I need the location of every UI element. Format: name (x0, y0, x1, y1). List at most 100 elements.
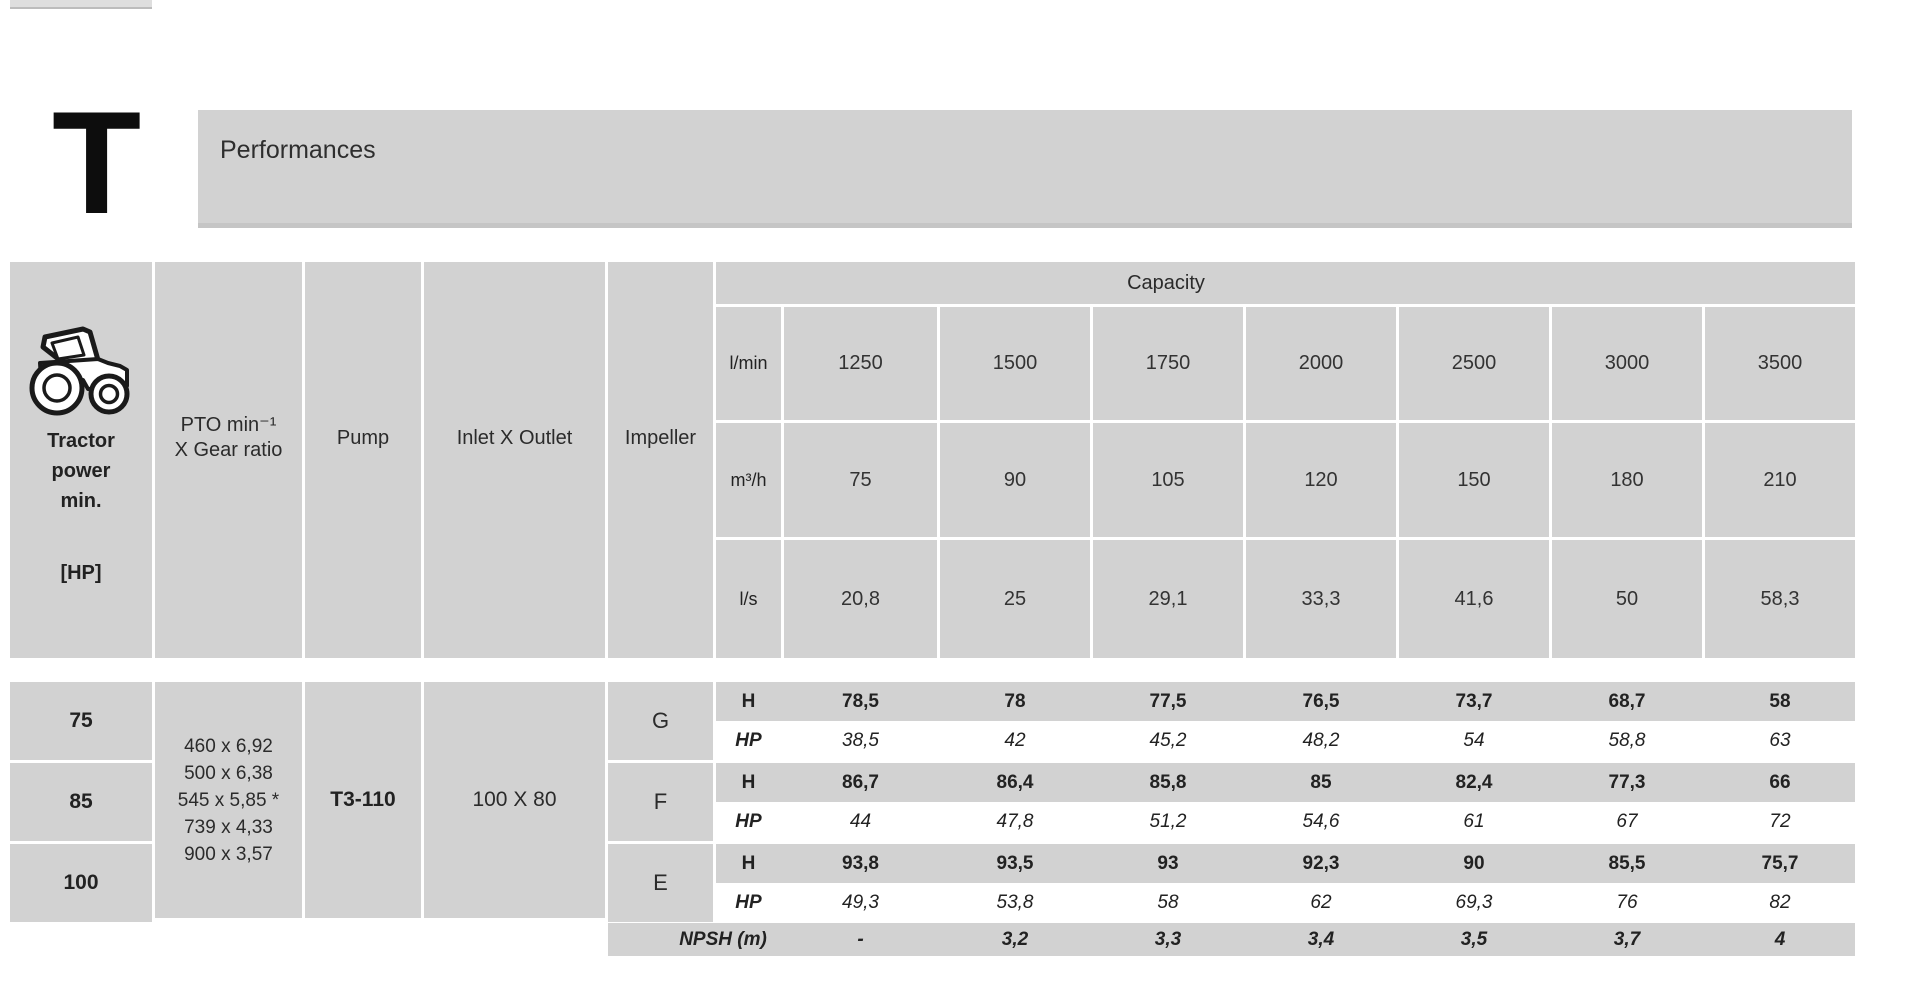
head-value-cell: 93,8 (842, 852, 879, 874)
head-row-band (716, 844, 1855, 883)
head-value-cell: 93,5 (996, 852, 1034, 874)
tractor-header-line: power (51, 460, 111, 482)
pto-ratio-line: 545 x 5,85 * (177, 789, 280, 811)
head-value-cell: 68,7 (1608, 690, 1646, 712)
head-value-cell: 92,3 (1302, 852, 1340, 874)
hp-value-cell: 47,8 (996, 810, 1034, 832)
head-value-cell: 58 (1769, 690, 1791, 712)
pto-header-line: X Gear ratio (174, 439, 283, 461)
capacity-value-cell: 180 (1552, 423, 1702, 537)
impeller-label-cell: F (608, 763, 713, 841)
capacity-value-cell: 50 (1552, 540, 1702, 658)
head-value-cell: 78 (1004, 690, 1026, 712)
tractor-power-header-cell: Tractor power min. [HP] (10, 262, 152, 658)
tractor-power-value-cell: 75 (10, 682, 152, 760)
hp-value-cell: 58,8 (1608, 729, 1646, 751)
pump-header-cell: Pump (305, 262, 421, 658)
head-row-label: H (741, 690, 756, 712)
capacity-value-cell: 2000 (1246, 307, 1396, 420)
npsh-value-cell: 3,3 (1154, 928, 1182, 950)
npsh-value-cell: 3,2 (1001, 928, 1029, 950)
impeller-header-label: Impeller (624, 426, 697, 449)
hp-value-cell: 45,2 (1149, 729, 1187, 751)
capacity-value-cell: 150 (1399, 423, 1549, 537)
capacity-value-cell: 105 (1093, 423, 1243, 537)
head-row-band (716, 682, 1855, 721)
hp-value-cell: 44 (849, 810, 872, 832)
hp-value-cell: 82 (1769, 891, 1791, 913)
inlet-outlet-value-cell: 100 X 80 (424, 682, 605, 918)
head-row-label: H (741, 771, 756, 793)
hp-value-cell: 58 (1157, 891, 1179, 913)
head-value-cell: 85 (1310, 771, 1332, 793)
hp-row-label: HP (735, 729, 762, 751)
head-value-cell: 86,4 (996, 771, 1034, 793)
hp-value-cell: 51,2 (1149, 810, 1187, 832)
capacity-value-cell: 1250 (784, 307, 937, 420)
hp-value-cell: 76 (1616, 891, 1638, 913)
hp-value-cell: 38,5 (842, 729, 879, 751)
inlet-outlet-header-label: Inlet X Outlet (456, 426, 573, 449)
capacity-value-cell: 29,1 (1093, 540, 1243, 658)
tractor-power-value-cell: 100 (10, 844, 152, 922)
capacity-value-cell: 3000 (1552, 307, 1702, 420)
hp-value-cell: 54,6 (1302, 810, 1340, 832)
hp-row-label: HP (735, 810, 762, 832)
head-value-cell: 77,3 (1608, 771, 1646, 793)
capacity-value-cell: 120 (1246, 423, 1396, 537)
hp-value-cell: 49,3 (842, 891, 879, 913)
head-row-band (716, 763, 1855, 802)
head-value-cell: 85,5 (1608, 852, 1646, 874)
hp-value-cell: 72 (1769, 810, 1791, 832)
capacity-value-cell: 33,3 (1246, 540, 1396, 658)
pto-ratios-cell: 460 x 6,92 500 x 6,38 545 x 5,85 * 739 x… (155, 682, 302, 918)
pto-ratio-line: 500 x 6,38 (184, 762, 273, 784)
impeller-label-cell: E (608, 844, 713, 922)
hp-row-label: HP (735, 891, 762, 913)
capacity-header-label: Capacity (1127, 271, 1205, 294)
npsh-value-cell: - (857, 928, 864, 950)
npsh-label: NPSH (m) (679, 928, 767, 950)
pto-ratio-line: 460 x 6,92 (184, 735, 273, 757)
tractor-header-line: min. (60, 490, 102, 512)
npsh-value-cell: 3,7 (1613, 928, 1641, 950)
tractor-header-line: Tractor (47, 430, 115, 452)
npsh-value-cell: 3,4 (1307, 928, 1335, 950)
capacity-value-cell: 3500 (1705, 307, 1855, 420)
head-value-cell: 77,5 (1149, 690, 1187, 712)
capacity-value-cell: 1750 (1093, 307, 1243, 420)
head-value-cell: 85,8 (1149, 771, 1187, 793)
capacity-unit-label: m³/h (716, 423, 781, 537)
tractor-icon (29, 326, 130, 416)
capacity-unit-label: l/s (716, 540, 781, 658)
head-value-cell: 78,5 (842, 690, 879, 712)
capacity-value-cell: 90 (940, 423, 1090, 537)
pump-header-label: Pump (336, 426, 390, 449)
capacity-value-cell: 25 (940, 540, 1090, 658)
pto-header-label: PTO min⁻¹ X Gear ratio (175, 413, 283, 463)
page-top-rule (10, 0, 152, 9)
hp-value-cell: 67 (1616, 810, 1638, 832)
hp-value-cell: 54 (1463, 729, 1485, 751)
capacity-value-cell: 75 (784, 423, 937, 537)
capacity-value-cell: 58,3 (1705, 540, 1855, 658)
head-row-label: H (741, 852, 756, 874)
pump-model-cell: T3-110 (305, 682, 421, 918)
capacity-value-cell: 2500 (1399, 307, 1549, 420)
impeller-header-cell: Impeller (608, 262, 713, 658)
impeller-label-cell: G (608, 682, 713, 760)
pto-ratio-line: 900 x 3,57 (184, 843, 273, 865)
hp-value-cell: 42 (1004, 729, 1026, 751)
head-value-cell: 86,7 (842, 771, 879, 793)
npsh-value-cell: 3,5 (1460, 928, 1488, 950)
inlet-outlet-header-cell: Inlet X Outlet (424, 262, 605, 658)
head-value-cell: 73,7 (1455, 690, 1493, 712)
section-letter: T (52, 81, 142, 244)
head-value-cell: 90 (1463, 852, 1485, 874)
capacity-value-cell: 210 (1705, 423, 1855, 537)
hp-value-cell: 61 (1463, 810, 1485, 832)
head-value-cell: 75,7 (1761, 852, 1799, 874)
pto-ratio-list: 460 x 6,92 500 x 6,38 545 x 5,85 * 739 x… (178, 733, 279, 868)
